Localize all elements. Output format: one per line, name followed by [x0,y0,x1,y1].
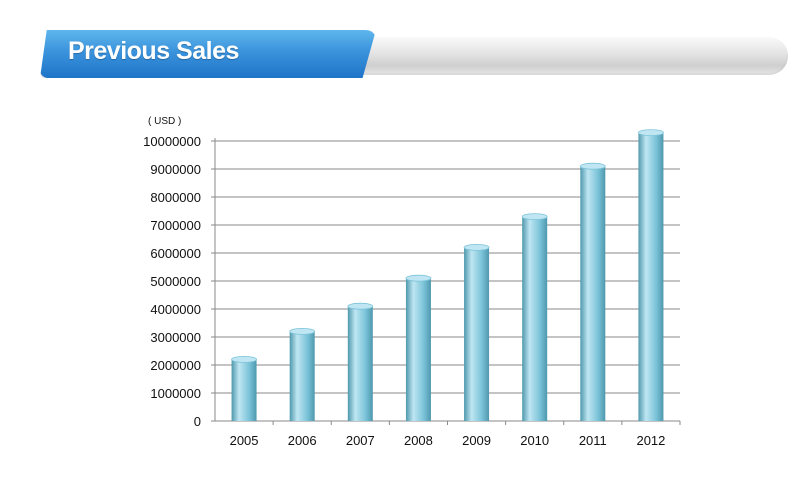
bar [405,278,431,421]
header-tab [40,30,376,78]
bar [347,306,373,421]
x-tick-label: 2007 [346,433,375,448]
page-title: Previous Sales [68,37,239,65]
header-bar-track [330,37,788,75]
y-tick-label: 10000000 [143,134,201,149]
bar-cap [521,213,548,221]
bar-2012 [638,129,664,421]
bar [464,247,490,421]
bar-2006 [289,327,316,421]
bar-cap [347,302,374,310]
bar-cap [289,327,316,335]
y-tick-label: 8000000 [150,190,201,205]
y-tick-labels: 0 1000000 2000000 3000000 4000000 5000000 6000… [143,134,201,429]
bar [289,331,315,421]
bar [231,359,257,421]
y-tick-label: 7000000 [150,218,201,233]
bar-2005 [231,355,257,421]
axes [214,138,680,422]
y-tick-label: 6000000 [150,246,201,261]
bar-cap [579,162,606,170]
x-tick-label: 2011 [579,433,607,448]
y-tick-label: 5000000 [150,274,201,289]
y-tick-label: 3000000 [150,330,201,345]
bar [580,166,606,421]
bar-2007 [347,302,374,421]
bars [231,129,664,421]
x-tick-label: 2012 [636,433,665,448]
y-tick-label: 9000000 [150,162,201,177]
x-tick-label: 2006 [288,433,317,448]
y-unit-label: ( USD ) [148,116,181,127]
y-tick-label: 2000000 [150,358,201,373]
x-tick-label: 2008 [404,433,433,448]
bar [522,216,548,421]
x-tick-label: 2009 [462,433,491,448]
bar-cap [463,243,490,251]
y-tick-label: 4000000 [150,302,201,317]
bar [638,132,664,421]
bar-cap [405,274,432,282]
bar-cap [638,129,664,137]
gridlines [211,140,680,422]
bar-2010 [521,213,548,421]
y-tick-label: 0 [194,414,201,429]
bar-2008 [405,274,432,421]
bar-cap [231,355,257,363]
x-tick-label: 2010 [520,433,549,448]
x-tick-labels: 2005 2006 2007 2008 2009 2010 2011 2012 [230,421,681,448]
bar-2009 [463,243,490,421]
y-tick-label: 1000000 [150,386,201,401]
x-tick-label: 2005 [230,433,259,448]
bar-2011 [579,162,606,421]
